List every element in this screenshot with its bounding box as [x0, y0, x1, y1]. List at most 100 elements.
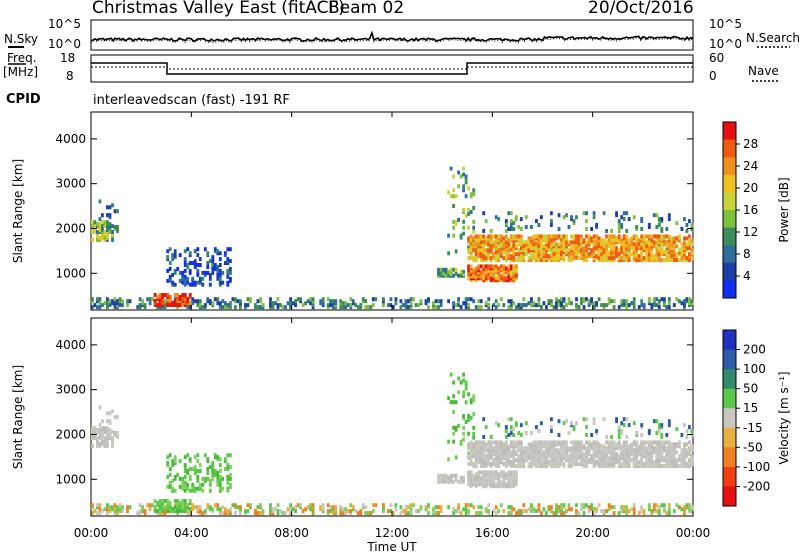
- echo-cell: [371, 303, 375, 308]
- echo-cell: [685, 242, 689, 247]
- colorbar-tick-label: -50: [743, 440, 763, 454]
- echo-cell: [607, 462, 611, 467]
- echo-cell: [101, 432, 104, 437]
- echo-cell: [218, 272, 222, 277]
- echo-cell: [276, 297, 280, 302]
- echo-cell: [462, 219, 466, 224]
- echo-cell: [321, 503, 325, 508]
- echo-cell: [304, 507, 308, 512]
- echo-cell: [620, 256, 624, 261]
- echo-cell: [647, 297, 651, 302]
- echo-cell: [600, 256, 604, 261]
- echo-cell: [625, 444, 629, 449]
- echo-cell: [690, 505, 694, 510]
- echo-cell: [346, 509, 350, 514]
- echo-cell: [522, 509, 526, 514]
- echo-cell: [447, 505, 451, 510]
- echo-cell: [281, 305, 285, 310]
- echo-cell: [607, 297, 611, 302]
- echo-cell: [504, 219, 508, 224]
- echo-cell: [419, 299, 423, 304]
- echo-cell: [479, 305, 483, 310]
- echo-cell: [620, 421, 624, 426]
- echo-cell: [662, 234, 666, 239]
- echo-cell: [191, 297, 195, 302]
- echo-cell: [557, 460, 561, 465]
- echo-cell: [683, 450, 686, 455]
- echo-cell: [464, 301, 468, 306]
- echo-cell: [291, 301, 295, 306]
- echo-cell: [617, 511, 621, 516]
- echo-cell: [229, 465, 232, 470]
- echo-cell: [537, 464, 541, 469]
- echo-cell: [304, 301, 308, 306]
- echo-cell: [527, 248, 531, 253]
- echo-cell: [560, 456, 563, 461]
- echo-cell: [136, 511, 140, 516]
- echo-cell: [645, 234, 649, 239]
- echo-cell: [585, 440, 588, 445]
- echo-cell: [106, 426, 109, 431]
- echo-cell: [492, 240, 496, 245]
- echo-cell: [507, 505, 511, 510]
- echo-cell: [206, 471, 210, 475]
- echo-cell: [198, 299, 202, 304]
- echo-cell: [369, 511, 373, 516]
- echo-cell: [389, 303, 393, 308]
- echo-cell: [640, 452, 644, 457]
- echo-cell: [607, 456, 611, 461]
- echo-cell: [557, 505, 561, 510]
- echo-cell: [186, 511, 190, 516]
- echo-cell: [203, 453, 207, 458]
- echo-cell: [625, 505, 629, 510]
- echo-cell: [577, 256, 581, 261]
- echo-cell: [218, 463, 222, 468]
- echo-cell: [141, 299, 145, 304]
- echo-cell: [457, 479, 461, 484]
- echo-cell: [444, 273, 448, 278]
- echo-cell: [487, 303, 491, 308]
- echo-cell: [625, 252, 629, 257]
- echo-cell: [580, 503, 583, 508]
- echo-cell: [552, 440, 556, 445]
- echo-cell: [464, 380, 468, 385]
- echo-cell: [675, 450, 679, 455]
- echo-cell: [439, 479, 443, 484]
- echo-cell: [394, 301, 398, 306]
- echo-cell: [640, 217, 644, 222]
- echo-cell: [116, 435, 119, 439]
- echo-cell: [479, 476, 483, 481]
- echo-cell: [101, 213, 104, 218]
- echo-cell: [522, 450, 526, 455]
- echo-cell: [196, 453, 200, 458]
- echo-cell: [535, 250, 538, 255]
- echo-cell: [356, 305, 360, 310]
- echo-cell: [206, 297, 210, 302]
- echo-cell: [178, 278, 182, 283]
- echo-cell: [655, 213, 659, 218]
- echo-cell: [404, 299, 408, 304]
- echo-cell: [469, 264, 473, 269]
- echo-cell: [519, 433, 523, 437]
- echo-cell: [359, 303, 363, 308]
- echo-cell: [665, 240, 669, 245]
- echo-cell: [667, 503, 671, 508]
- echo-cell: [216, 471, 220, 475]
- colorbar-swatch: [723, 262, 736, 281]
- echo-cell: [116, 229, 119, 233]
- echo-cell: [690, 252, 694, 257]
- echo-cell: [672, 303, 676, 308]
- echo-cell: [537, 258, 541, 263]
- echo-cell: [582, 417, 586, 422]
- nsky-label: N.Sky: [4, 32, 39, 46]
- echo-cell: [356, 511, 360, 516]
- echo-cell: [540, 464, 543, 469]
- echo-cell: [193, 265, 197, 269]
- echo-cell: [166, 484, 170, 489]
- echo-cell: [472, 431, 476, 436]
- echo-cell: [93, 509, 97, 514]
- echo-cell: [163, 299, 167, 304]
- echo-cell: [509, 225, 513, 229]
- echo-cell: [158, 499, 162, 503]
- echo-cell: [168, 261, 172, 265]
